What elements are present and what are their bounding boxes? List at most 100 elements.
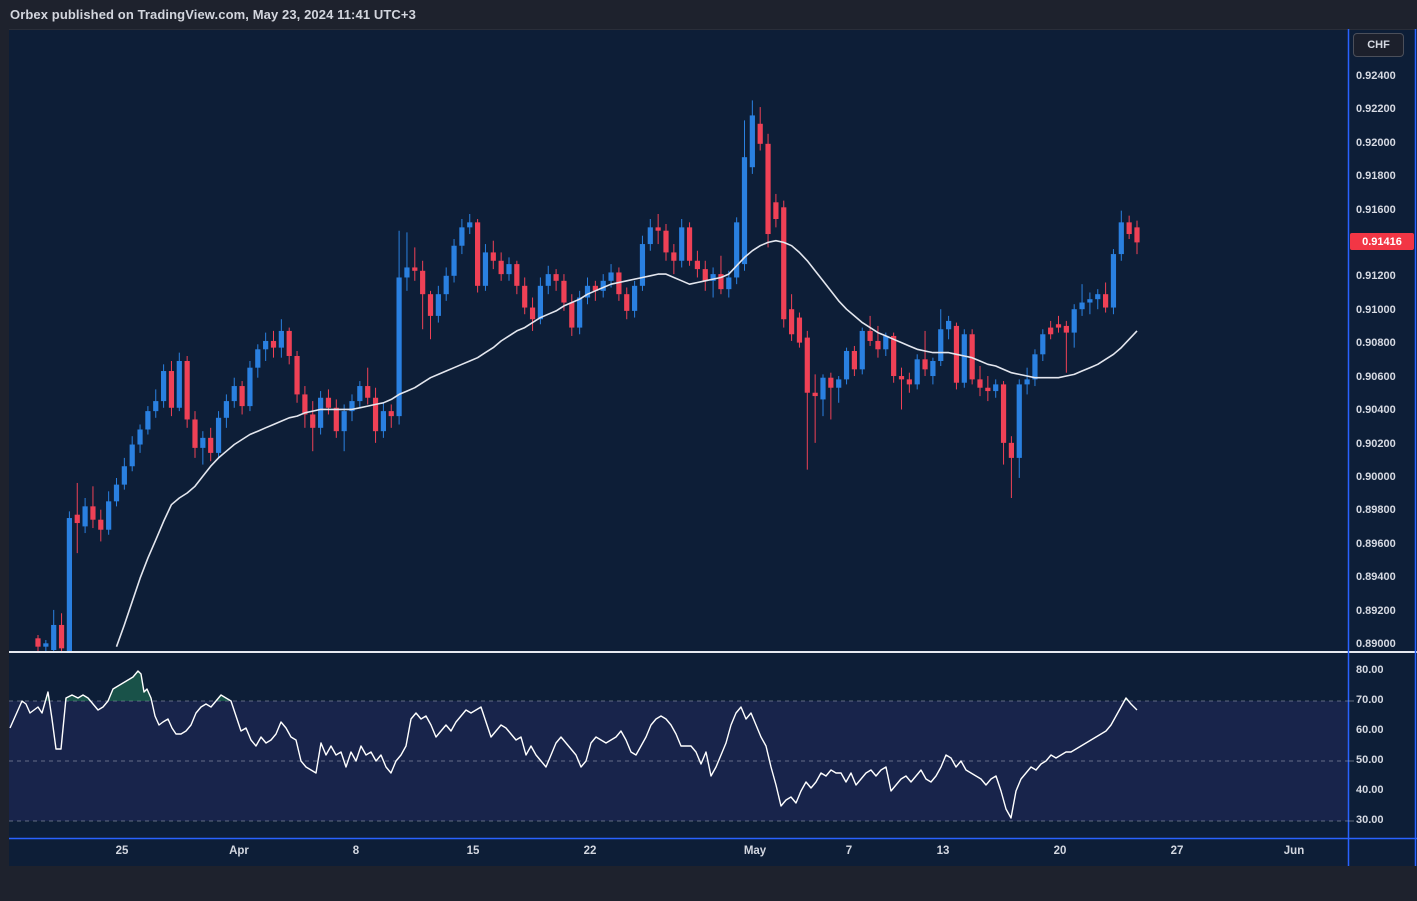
candle-body	[671, 252, 677, 261]
candle-body	[569, 302, 575, 328]
footer-bar: TradingView	[0, 866, 1417, 901]
candle-body	[459, 227, 465, 246]
price-tick-label: 0.91600	[1356, 203, 1396, 216]
candle-body	[1079, 302, 1085, 310]
candle-body	[1055, 324, 1062, 328]
candle-body	[1071, 309, 1077, 333]
candle-body	[796, 317, 803, 343]
candle-body	[239, 386, 245, 407]
candle-body	[1008, 442, 1014, 458]
candle-body	[294, 355, 300, 395]
candle-body	[1032, 354, 1038, 380]
candle-body	[255, 349, 261, 368]
rsi-tick-label: 70.00	[1356, 694, 1384, 706]
candle-body	[522, 285, 528, 308]
candle-body	[757, 123, 763, 144]
candle-body	[35, 638, 41, 647]
candle-body	[529, 307, 536, 320]
candle-body	[993, 384, 999, 392]
candle-body	[498, 260, 504, 275]
time-tick-label: 8	[352, 845, 360, 857]
candle-body	[773, 202, 779, 219]
candle-body	[1087, 299, 1093, 303]
candle-body	[58, 624, 65, 649]
candle-body	[349, 401, 355, 412]
candle-body	[514, 264, 520, 286]
candle-body	[365, 386, 371, 398]
candle-body	[82, 506, 88, 527]
time-tick-label: 15	[466, 845, 480, 857]
candle-body	[435, 294, 441, 316]
candle-body	[1048, 327, 1054, 335]
candle-body	[537, 285, 543, 320]
candle-body	[985, 387, 991, 392]
candle-body	[891, 335, 897, 377]
candle-body	[584, 285, 591, 298]
candle-body	[412, 267, 418, 271]
rsi-tick-label: 80.00	[1356, 664, 1384, 676]
candle-body	[624, 294, 630, 311]
price-tick-label: 0.90000	[1356, 470, 1396, 483]
rsi-line	[9, 670, 1138, 819]
candle-body	[129, 444, 135, 467]
candle-body	[875, 340, 881, 350]
last-price-badge: 0.91416	[1350, 233, 1414, 250]
time-tick-label: May	[743, 845, 767, 857]
candle-body	[1103, 294, 1109, 308]
candle-body	[192, 419, 198, 448]
candle-body	[1118, 222, 1124, 255]
candle-body	[231, 386, 237, 402]
candle-body	[898, 376, 905, 380]
candle-body	[380, 411, 386, 432]
candle-body	[247, 367, 253, 407]
candle-body	[396, 277, 402, 417]
candle-body	[153, 401, 159, 412]
candle-body	[961, 334, 967, 383]
time-tick-label: 13	[936, 845, 950, 857]
candle-body	[1063, 325, 1069, 333]
candle-body	[804, 337, 810, 393]
candle-body	[467, 222, 473, 228]
candle-body	[1016, 384, 1022, 458]
candle-body	[113, 484, 120, 502]
price-tick-label: 0.89000	[1356, 638, 1396, 650]
candle-body	[781, 207, 787, 320]
candle-body	[545, 274, 551, 286]
candle-body	[859, 330, 865, 370]
price-tick-label: 0.91200	[1356, 270, 1396, 283]
candle-body	[851, 350, 857, 370]
candle-body	[1024, 379, 1030, 385]
time-tick-label: 7	[845, 845, 853, 857]
candle-body	[318, 397, 324, 428]
candle-body	[741, 157, 748, 265]
candle-body	[451, 245, 457, 276]
candle-body	[592, 285, 598, 291]
candle-body	[718, 274, 724, 290]
moving-average-line	[115, 239, 1138, 647]
candle-body	[679, 227, 685, 261]
candle-body	[914, 359, 920, 385]
candle-body	[906, 379, 912, 385]
rsi-tick-label: 60.00	[1356, 724, 1384, 736]
candle-body	[734, 222, 740, 278]
candle-body	[475, 222, 481, 286]
chart-surface[interactable]	[9, 29, 1417, 866]
symbol-button[interactable]: CHF	[1353, 33, 1404, 57]
candle-body	[427, 294, 434, 316]
candle-body	[749, 115, 755, 168]
candle-body	[977, 379, 983, 388]
candle-body	[223, 401, 229, 418]
rsi-tick-label: 30.00	[1356, 814, 1384, 826]
candle-body	[388, 411, 394, 417]
candle-body	[161, 371, 167, 402]
price-pane	[35, 100, 1140, 652]
candle-body	[215, 417, 222, 453]
price-tick-label: 0.89600	[1356, 537, 1396, 550]
candle-body	[608, 272, 614, 281]
candle-body	[632, 285, 638, 311]
candle-body	[639, 244, 646, 286]
candle-body	[561, 280, 567, 303]
candle-body	[270, 340, 277, 348]
